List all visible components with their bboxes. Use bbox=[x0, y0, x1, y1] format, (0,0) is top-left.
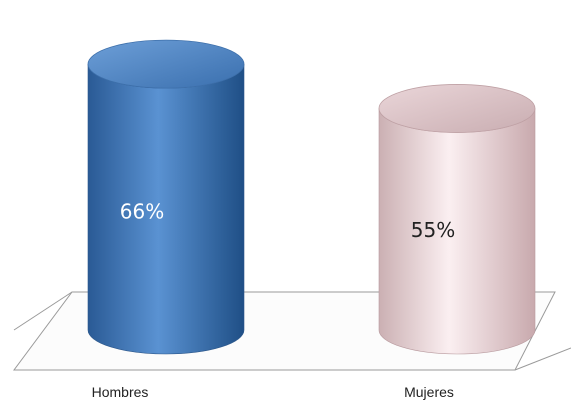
data-label-hombres: 66% bbox=[120, 199, 164, 223]
bar-mujeres bbox=[378, 84, 536, 355]
floor-edge-left bbox=[13, 291, 73, 331]
data-label-mujeres: 55% bbox=[411, 218, 455, 242]
bar-mujeres-body bbox=[378, 108, 536, 355]
bar-hombres bbox=[87, 39, 245, 355]
bar-mujeres-top bbox=[378, 84, 536, 133]
floor-edge-right bbox=[514, 347, 571, 371]
tick-label-hombres: Hombres bbox=[92, 384, 149, 400]
bars-group bbox=[87, 39, 536, 355]
bar-hombres-body bbox=[87, 64, 245, 355]
bar-hombres-top bbox=[87, 39, 245, 89]
tick-label-mujeres: Mujeres bbox=[404, 384, 454, 400]
